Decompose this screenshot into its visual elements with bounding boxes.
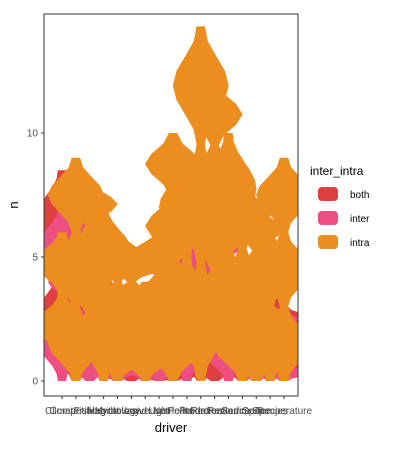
legend: inter_intra both inter intra bbox=[310, 164, 370, 249]
legend-label-intra: intra bbox=[350, 238, 370, 249]
x-tick-label: Competition bbox=[49, 406, 102, 417]
x-tick-label: Predation bbox=[179, 406, 222, 417]
violin-intra-temperature bbox=[256, 157, 298, 381]
x-tick-label: Hydrology bbox=[95, 406, 140, 417]
y-tick-label: 5 bbox=[32, 253, 38, 264]
violin-layer bbox=[44, 26, 298, 382]
x-tick-label: Land use bbox=[125, 406, 167, 417]
y-tick-label: 10 bbox=[27, 129, 39, 140]
x-tick-label: Pollution bbox=[168, 406, 206, 417]
legend-title: inter_intra bbox=[310, 164, 364, 178]
y-axis: 0 5 10 bbox=[27, 129, 44, 388]
x-tick-label: Invasive bbox=[113, 406, 150, 417]
x-tick-label: Resource bbox=[207, 406, 250, 417]
x-tick-label: Temperature bbox=[256, 406, 313, 417]
x-tick-label: Recreation bbox=[190, 406, 238, 417]
x-axis-title: driver bbox=[155, 420, 188, 435]
x-axis: ClimateCompetitionFishingHabitatHydrolog… bbox=[45, 396, 313, 417]
y-tick-label: 0 bbox=[32, 377, 38, 388]
x-tick-label: Species bbox=[252, 406, 288, 417]
legend-key-inter bbox=[318, 211, 338, 225]
x-tick-label: Light bbox=[148, 406, 170, 417]
x-tick-label: Sediment bbox=[221, 406, 263, 417]
x-tick-label: Habitat bbox=[88, 406, 120, 417]
legend-key-both bbox=[318, 187, 338, 201]
legend-label-both: both bbox=[350, 190, 369, 201]
violin-intra-space bbox=[228, 207, 285, 381]
x-tick-label: Fishing bbox=[74, 406, 106, 417]
plot-panel-border bbox=[43, 13, 299, 397]
x-tick-label: Space bbox=[242, 406, 271, 417]
y-axis-title: n bbox=[6, 201, 21, 208]
legend-key-intra bbox=[318, 235, 338, 249]
legend-label-inter: inter bbox=[350, 214, 370, 225]
violin-intra-nutrients bbox=[145, 133, 201, 381]
x-tick-label: Climate bbox=[45, 406, 79, 417]
x-tick-label: Nutrients bbox=[153, 406, 193, 417]
